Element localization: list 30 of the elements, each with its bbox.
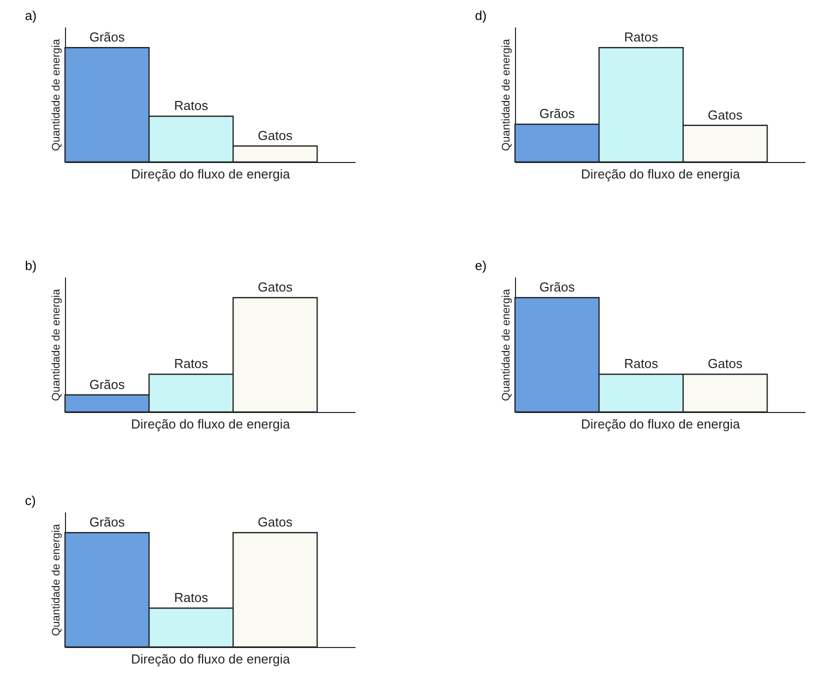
x-axis-title: Direção do fluxo de energia [131, 652, 291, 666]
chart-title: e) [475, 258, 487, 273]
category-label: Gatos [708, 356, 742, 372]
x-axis-title: Direção do fluxo de energia [581, 416, 741, 432]
x-axis-title: Direção do fluxo de energia [131, 166, 291, 182]
category-label: Grãos [89, 514, 125, 530]
category-label: Gatos [258, 514, 292, 530]
category-label: Gatos [708, 107, 742, 122]
y-axis-title: Quantidade de energia [50, 523, 62, 636]
y-axis-title: Quantidade de energia [50, 38, 62, 151]
chart-title: a) [25, 8, 37, 23]
category-label: Gatos [258, 280, 292, 295]
y-axis-title: Quantidade de energia [500, 288, 512, 401]
x-axis-title: Direção do fluxo de energia [581, 166, 741, 182]
chart-title: d) [475, 8, 487, 23]
category-label: Ratos [174, 590, 208, 606]
category-label: Ratos [174, 356, 208, 372]
x-axis-title: Direção do fluxo de energia [131, 416, 291, 432]
chart-title: c) [25, 493, 36, 508]
category-label: Grãos [539, 106, 575, 122]
category-label: Grãos [89, 30, 125, 45]
category-label: Grãos [89, 376, 125, 392]
y-axis-title: Quantidade de energia [500, 38, 512, 151]
category-label: Gatos [258, 128, 292, 143]
chart-title: b) [25, 258, 37, 273]
category-label: Ratos [174, 98, 208, 114]
y-axis-title: Quantidade de energia [50, 288, 62, 401]
category-label: Grãos [539, 280, 575, 295]
category-label: Ratos [624, 356, 658, 372]
category-label: Ratos [624, 30, 658, 45]
